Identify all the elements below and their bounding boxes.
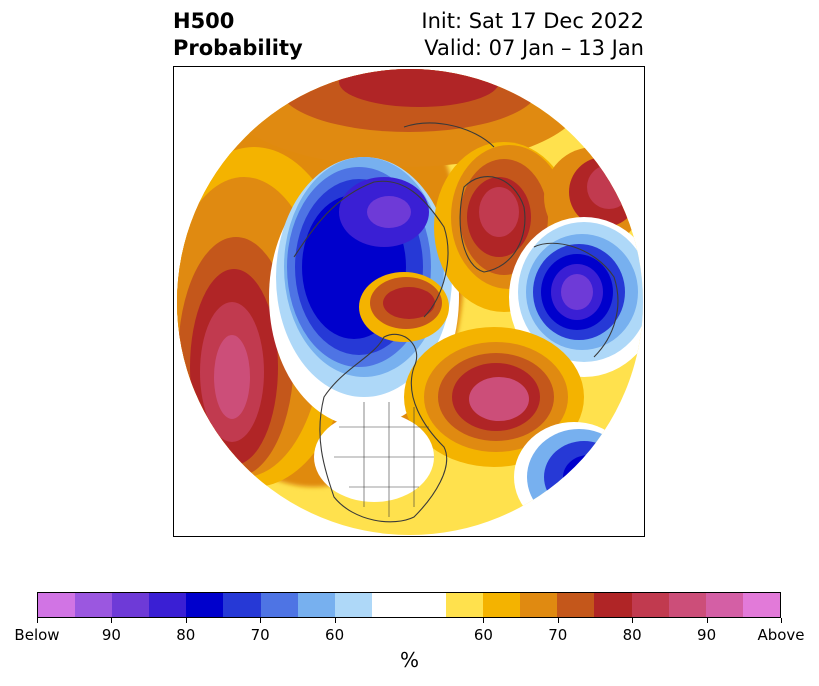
colorbar-segment <box>483 593 521 617</box>
colorbar-tick <box>111 618 113 623</box>
colorbar-segment <box>520 593 558 617</box>
title-variable: H500 <box>173 9 235 33</box>
colorbar-tick-label: 80 <box>622 626 642 644</box>
colorbar-tick <box>483 618 485 623</box>
colorbar <box>37 592 781 618</box>
colorbar-segment <box>705 593 743 617</box>
colorbar-tick <box>260 618 262 623</box>
colorbar-tick <box>781 618 782 623</box>
valid-range: Valid: 07 Jan – 13 Jan <box>424 36 644 60</box>
colorbar-tick <box>632 618 634 623</box>
colorbar-tick-label: Below <box>14 626 60 644</box>
colorbar-tick-label: 70 <box>548 626 568 644</box>
colorbar-segment <box>75 593 113 617</box>
colorbar-tick-label: 90 <box>697 626 717 644</box>
colorbar-tick-label: 70 <box>250 626 270 644</box>
colorbar-tick <box>185 618 187 623</box>
colorbar-segment <box>446 593 484 617</box>
map-canvas <box>177 69 643 535</box>
colorbar-segment <box>742 593 780 617</box>
colorbar-tick <box>706 618 708 623</box>
colorbar-tick-label: 90 <box>101 626 121 644</box>
colorbar-tick-label: Above <box>757 626 805 644</box>
colorbar-unit-label: % <box>399 648 419 672</box>
colorbar-ticks <box>37 618 782 624</box>
colorbar-segment <box>149 593 187 617</box>
colorbar-tick-labels: Below 90 80 70 60 60 70 80 90 Above <box>14 626 804 648</box>
title-quantity: Probability <box>173 36 303 60</box>
colorbar-segment <box>334 593 372 617</box>
colorbar-tick <box>37 618 38 623</box>
colorbar-segment <box>631 593 669 617</box>
colorbar-tick <box>334 618 336 623</box>
colorbar-segment <box>297 593 335 617</box>
colorbar-segment <box>594 593 632 617</box>
colorbar-segment <box>38 593 76 617</box>
colorbar-segment <box>371 593 409 617</box>
init-date: Init: Sat 17 Dec 2022 <box>421 9 644 33</box>
colorbar-segment <box>260 593 298 617</box>
probability-map <box>173 66 645 537</box>
colorbar-segment <box>186 593 224 617</box>
colorbar-segment <box>112 593 150 617</box>
colorbar-segment <box>223 593 261 617</box>
chart-title-left: H500 Probability <box>173 8 303 62</box>
colorbar-tick-label: 80 <box>176 626 196 644</box>
colorbar-segment <box>408 593 447 617</box>
colorbar-tick <box>557 618 559 623</box>
colorbar-segment <box>557 593 595 617</box>
chart-title-right: Init: Sat 17 Dec 2022 Valid: 07 Jan – 13… <box>421 8 644 62</box>
colorbar-tick-label: 60 <box>325 626 345 644</box>
colorbar-tick-label: 60 <box>473 626 493 644</box>
colorbar-segment <box>668 593 706 617</box>
